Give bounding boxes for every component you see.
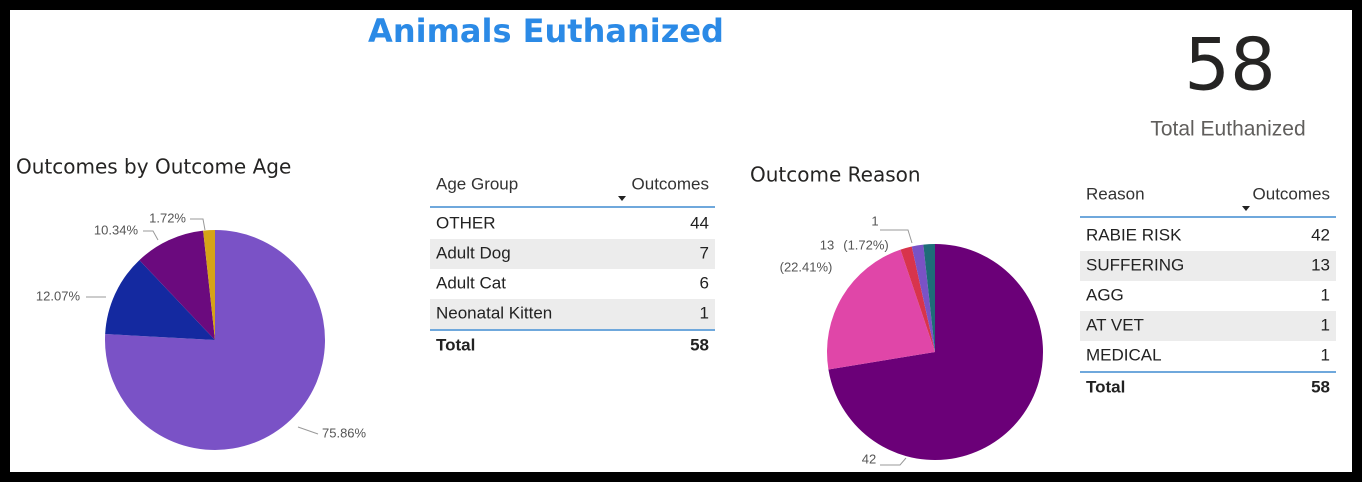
cell: 13 bbox=[1311, 255, 1330, 274]
chart-title: Outcomes by Outcome Age bbox=[16, 155, 291, 179]
sort-arrow bbox=[1242, 206, 1250, 211]
cell: Adult Dog bbox=[436, 243, 511, 262]
column-header: Outcomes bbox=[632, 174, 709, 193]
data-label: (22.41%) bbox=[780, 259, 833, 274]
cell: RABIE RISK bbox=[1086, 225, 1182, 244]
leader-line bbox=[143, 230, 159, 241]
total-value: 58 bbox=[690, 335, 709, 354]
cell: 42 bbox=[1311, 225, 1330, 244]
pie-slice bbox=[923, 244, 935, 352]
total-value: 58 bbox=[1311, 377, 1330, 396]
data-label: 1.72% bbox=[149, 210, 186, 225]
pie-slice bbox=[139, 230, 215, 340]
total-label: Total bbox=[1086, 377, 1125, 396]
data-label: 1 bbox=[871, 213, 878, 228]
data-label: (72.41%) bbox=[850, 471, 903, 482]
cell: AGG bbox=[1086, 285, 1124, 304]
leader-line bbox=[880, 457, 907, 466]
kpi-label: Total Euthanized bbox=[1150, 118, 1305, 141]
data-label: 12.07% bbox=[36, 288, 81, 303]
cell: 1 bbox=[1321, 285, 1330, 304]
data-label: 75.86% bbox=[322, 425, 367, 440]
column-header: Outcomes bbox=[1253, 184, 1330, 203]
sort-arrow bbox=[618, 196, 626, 201]
pie-slice bbox=[828, 244, 1043, 460]
cell: OTHER bbox=[436, 213, 496, 232]
cell: 6 bbox=[700, 273, 709, 292]
pie-slice bbox=[827, 249, 935, 370]
leader-line bbox=[297, 426, 319, 435]
row-band bbox=[1080, 311, 1336, 341]
page-title: Animals Euthanized bbox=[368, 12, 724, 50]
pie-slice bbox=[911, 244, 935, 352]
cell: 1 bbox=[1321, 315, 1330, 334]
row-band bbox=[430, 239, 715, 269]
column-header: Reason bbox=[1086, 184, 1145, 203]
data-label: 13 bbox=[820, 237, 834, 252]
cell: 1 bbox=[1321, 345, 1330, 364]
data-label: 10.34% bbox=[94, 222, 139, 237]
pie-slice bbox=[900, 246, 935, 352]
cell: 7 bbox=[700, 243, 709, 262]
kpi-value: 58 bbox=[1184, 23, 1276, 107]
data-label: 42 bbox=[862, 451, 876, 466]
leader-line bbox=[190, 218, 206, 231]
data-label: (1.72%) bbox=[843, 237, 889, 252]
cell: Adult Cat bbox=[436, 273, 506, 292]
cell: 44 bbox=[690, 213, 709, 232]
row-band bbox=[430, 299, 715, 329]
cell: Neonatal Kitten bbox=[436, 303, 552, 322]
pie-slice bbox=[105, 260, 215, 340]
leader-line bbox=[880, 229, 913, 244]
row-band bbox=[1080, 251, 1336, 281]
cell: MEDICAL bbox=[1086, 345, 1162, 364]
cell: SUFFERING bbox=[1086, 255, 1184, 274]
pie-slice bbox=[203, 230, 215, 340]
cell: 1 bbox=[700, 303, 709, 322]
cell: AT VET bbox=[1086, 315, 1144, 334]
total-label: Total bbox=[436, 335, 475, 354]
chart-title: Outcome Reason bbox=[750, 163, 921, 187]
column-header: Age Group bbox=[436, 174, 518, 193]
